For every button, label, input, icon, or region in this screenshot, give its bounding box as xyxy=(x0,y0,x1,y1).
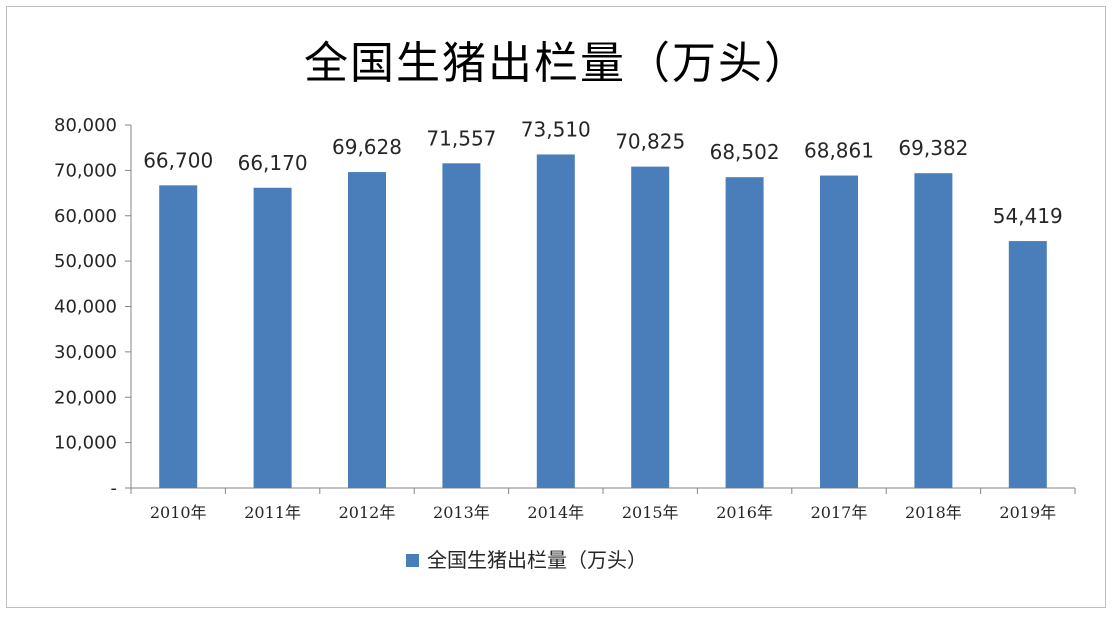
legend-label: 全国生猪出栏量（万头） xyxy=(427,548,647,572)
bar xyxy=(631,166,670,488)
bar xyxy=(442,163,481,488)
y-tick-label: 80,000 xyxy=(54,115,117,136)
bar xyxy=(159,185,198,488)
y-tick-label: 60,000 xyxy=(54,206,117,227)
y-tick-label: 40,000 xyxy=(54,297,117,318)
data-label: 71,557 xyxy=(426,126,496,150)
y-tick-label: 30,000 xyxy=(54,342,117,363)
x-tick-label: 2018年 xyxy=(905,503,962,522)
bar xyxy=(253,187,292,488)
y-tick-label: 50,000 xyxy=(54,251,117,272)
x-tick-label: 2017年 xyxy=(811,503,868,522)
data-label: 70,825 xyxy=(615,130,685,154)
data-label: 68,861 xyxy=(804,139,874,163)
data-label: 69,382 xyxy=(898,136,968,160)
y-tick-label: 20,000 xyxy=(54,387,117,408)
y-tick-label: 70,000 xyxy=(54,160,117,181)
data-label: 54,419 xyxy=(993,204,1063,228)
bar xyxy=(348,172,386,489)
data-label: 68,502 xyxy=(710,140,780,164)
x-tick-label: 2014年 xyxy=(527,503,584,522)
x-tick-label: 2012年 xyxy=(339,503,396,522)
x-tick-label: 2013年 xyxy=(433,503,490,522)
chart-frame: 全国生猪出栏量（万头） - 10,000 20,000 30,000 40,000 50,… xyxy=(6,6,1106,608)
bar xyxy=(1008,241,1047,488)
bar xyxy=(914,173,953,488)
data-label: 66,170 xyxy=(238,151,308,175)
data-label: 73,510 xyxy=(521,117,591,141)
x-tick-label: 2016年 xyxy=(716,503,773,522)
x-tick-label: 2019年 xyxy=(999,503,1056,522)
y-tick-label: 10,000 xyxy=(54,433,117,454)
legend-swatch xyxy=(406,554,419,567)
chart-title: 全国生猪出栏量（万头） xyxy=(304,38,810,89)
data-label: 69,628 xyxy=(332,135,402,159)
bar xyxy=(536,154,575,489)
data-label: 66,700 xyxy=(143,148,213,172)
bar xyxy=(820,175,858,488)
x-tick-label: 2015年 xyxy=(622,503,679,522)
y-tick-label: - xyxy=(111,478,118,499)
x-tick-label: 2010年 xyxy=(150,503,207,522)
bar xyxy=(725,177,764,488)
chart-plot: - 10,000 20,000 30,000 40,000 50,000 60,000 70,… xyxy=(54,115,1076,572)
x-tick-label: 2011年 xyxy=(244,503,301,522)
